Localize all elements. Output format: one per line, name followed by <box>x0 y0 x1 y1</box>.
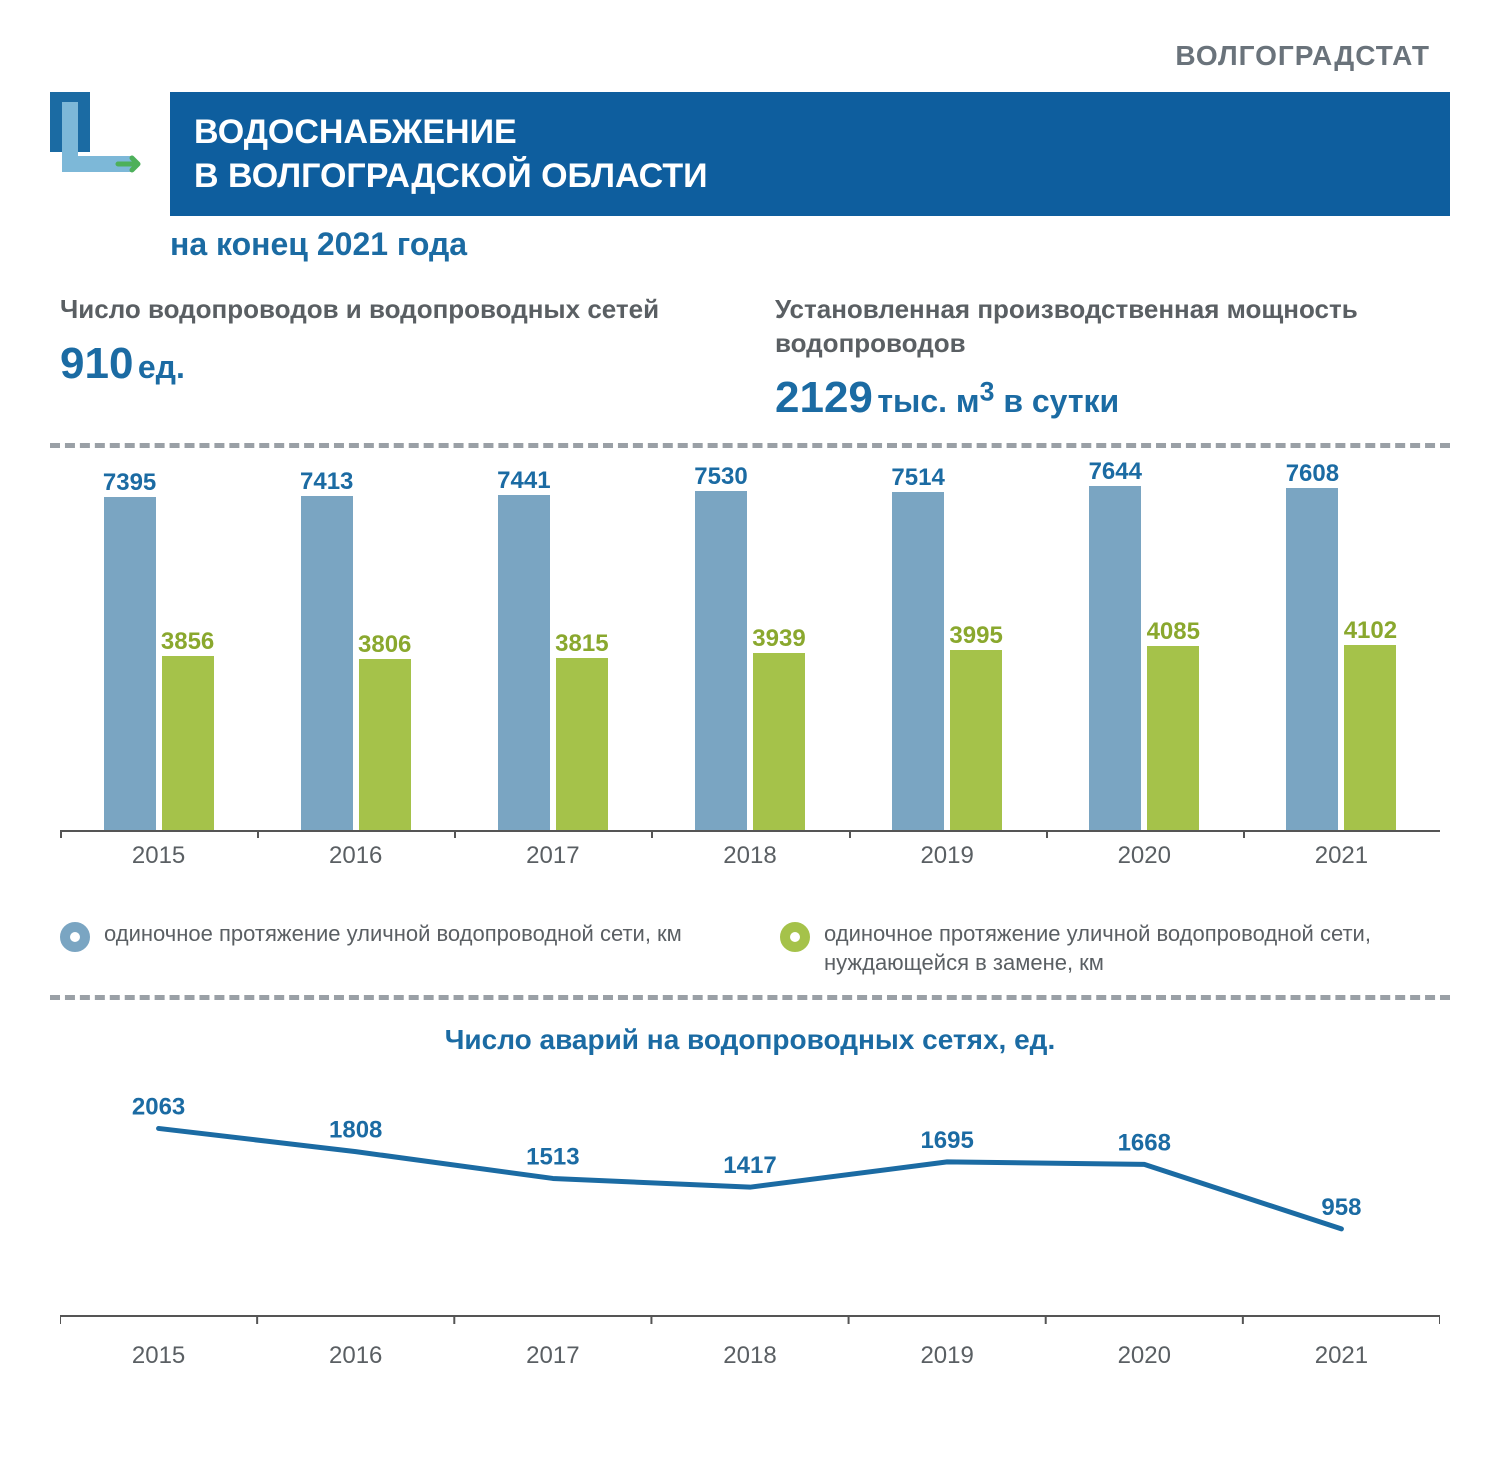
line-x-label: 2020 <box>1046 1342 1243 1370</box>
stat-right: Установленная производственная мощность … <box>775 293 1450 423</box>
bar-green-label: 3939 <box>752 625 805 653</box>
line-point-label: 1513 <box>526 1144 579 1171</box>
stat-left-value-row: 910 ед. <box>60 339 735 389</box>
stats-row: Число водопроводов и водопроводных сетей… <box>60 293 1450 423</box>
bar-blue-label: 7608 <box>1286 460 1339 488</box>
line-point-label: 1808 <box>329 1117 382 1144</box>
bar-green-label: 3815 <box>555 630 608 658</box>
title-line2: В ВОЛГОГРАДСКОЙ ОБЛАСТИ <box>194 154 1426 198</box>
legend-marker-blue-icon <box>60 922 90 952</box>
divider-1 <box>50 443 1450 448</box>
line-x-label: 2021 <box>1243 1342 1440 1370</box>
bar-green-label: 4085 <box>1147 618 1200 646</box>
line-x-label: 2019 <box>849 1342 1046 1370</box>
bars-area: 7395385674133806744138157530393975143995… <box>60 472 1440 832</box>
line-point-label: 958 <box>1321 1194 1361 1221</box>
bar-x-label: 2020 <box>1046 842 1243 870</box>
title-banner: ВОДОСНАБЖЕНИЕ В ВОЛГОГРАДСКОЙ ОБЛАСТИ <box>170 92 1450 216</box>
line-point-label: 2063 <box>132 1094 185 1121</box>
stat-left-label: Число водопроводов и водопроводных сетей <box>60 293 735 327</box>
bar-blue-label: 7644 <box>1089 458 1142 486</box>
bar-blue: 7644 <box>1089 486 1141 830</box>
bar-green-label: 3856 <box>161 628 214 656</box>
brand-text: ВОЛГОГРАДСТАТ <box>50 40 1450 72</box>
bar-green: 4102 <box>1344 645 1396 830</box>
year-group: 76444085 <box>1046 472 1243 830</box>
year-group: 75303939 <box>651 472 848 830</box>
bar-blue-label: 7413 <box>300 468 353 496</box>
year-group: 73953856 <box>60 472 257 830</box>
bar-blue: 7395 <box>104 497 156 830</box>
legend-marker-green-icon <box>780 922 810 952</box>
line-x-labels: 2015201620172018201920202021 <box>60 1342 1440 1370</box>
line-point-label: 1417 <box>723 1152 776 1179</box>
bar-green-label: 3995 <box>949 622 1002 650</box>
title-line1: ВОДОСНАБЖЕНИЕ <box>194 110 1426 154</box>
bar-green: 3806 <box>359 659 411 830</box>
line-x-label: 2016 <box>257 1342 454 1370</box>
legend-item-1: одиночное протяжение уличной водопроводн… <box>60 920 720 977</box>
line-svg: 2063 1808 1513 1417 1695 1668 958 <box>60 1076 1440 1336</box>
divider-2 <box>50 995 1450 1000</box>
bar-green: 3856 <box>162 656 214 830</box>
stat-right-unit: тыс. м3 в сутки <box>877 383 1119 419</box>
title-row: ВОДОСНАБЖЕНИЕ В ВОЛГОГРАДСКОЙ ОБЛАСТИ <box>50 92 1450 216</box>
bar-blue-label: 7395 <box>103 469 156 497</box>
bar-blue-label: 7441 <box>497 467 550 495</box>
bar-blue: 7530 <box>695 491 747 830</box>
bar-blue: 7441 <box>498 495 550 830</box>
bar-green: 3939 <box>753 653 805 830</box>
line-point-label: 1695 <box>920 1127 973 1154</box>
bar-green: 3995 <box>950 650 1002 830</box>
stat-right-value-row: 2129 тыс. м3 в сутки <box>775 373 1450 423</box>
year-group: 74133806 <box>257 472 454 830</box>
bar-blue: 7514 <box>892 492 944 830</box>
bar-x-label: 2019 <box>849 842 1046 870</box>
legend: одиночное протяжение уличной водопроводн… <box>60 920 1440 977</box>
year-group: 74413815 <box>454 472 651 830</box>
stat-left: Число водопроводов и водопроводных сетей… <box>60 293 735 423</box>
subtitle: на конец 2021 года <box>170 226 1450 263</box>
bar-chart: 7395385674133806744138157530393975143995… <box>60 472 1440 892</box>
line-x-label: 2018 <box>651 1342 848 1370</box>
bar-green: 4085 <box>1147 646 1199 830</box>
stat-right-value: 2129 <box>775 373 873 422</box>
line-x-label: 2015 <box>60 1342 257 1370</box>
bar-x-label: 2017 <box>454 842 651 870</box>
legend-item-2: одиночное протяжение уличной водопроводн… <box>780 920 1440 977</box>
bar-green: 3815 <box>556 658 608 830</box>
bar-blue: 7608 <box>1286 488 1338 830</box>
bar-blue: 7413 <box>301 496 353 830</box>
legend-text-2: одиночное протяжение уличной водопроводн… <box>824 920 1440 977</box>
line-chart: 2063 1808 1513 1417 1695 1668 958 201520162017… <box>60 1076 1440 1370</box>
legend-text-1: одиночное протяжение уличной водопроводн… <box>104 920 682 949</box>
stat-left-value: 910 <box>60 339 133 388</box>
line-x-label: 2017 <box>454 1342 651 1370</box>
stat-left-unit: ед. <box>138 349 185 385</box>
bar-x-label: 2016 <box>257 842 454 870</box>
bar-x-label: 2021 <box>1243 842 1440 870</box>
bar-green-label: 4102 <box>1344 617 1397 645</box>
bar-blue-label: 7514 <box>891 464 944 492</box>
bar-x-labels: 2015201620172018201920202021 <box>60 842 1440 870</box>
year-group: 75143995 <box>849 472 1046 830</box>
line-chart-title: Число аварий на водопроводных сетях, ед. <box>50 1024 1450 1056</box>
bar-green-label: 3806 <box>358 631 411 659</box>
bar-x-label: 2018 <box>651 842 848 870</box>
logo-icon <box>50 92 150 202</box>
bar-blue-label: 7530 <box>694 463 747 491</box>
stat-right-label: Установленная производственная мощность … <box>775 293 1450 361</box>
line-point-label: 1668 <box>1118 1130 1171 1157</box>
year-group: 76084102 <box>1243 472 1440 830</box>
bar-x-label: 2015 <box>60 842 257 870</box>
